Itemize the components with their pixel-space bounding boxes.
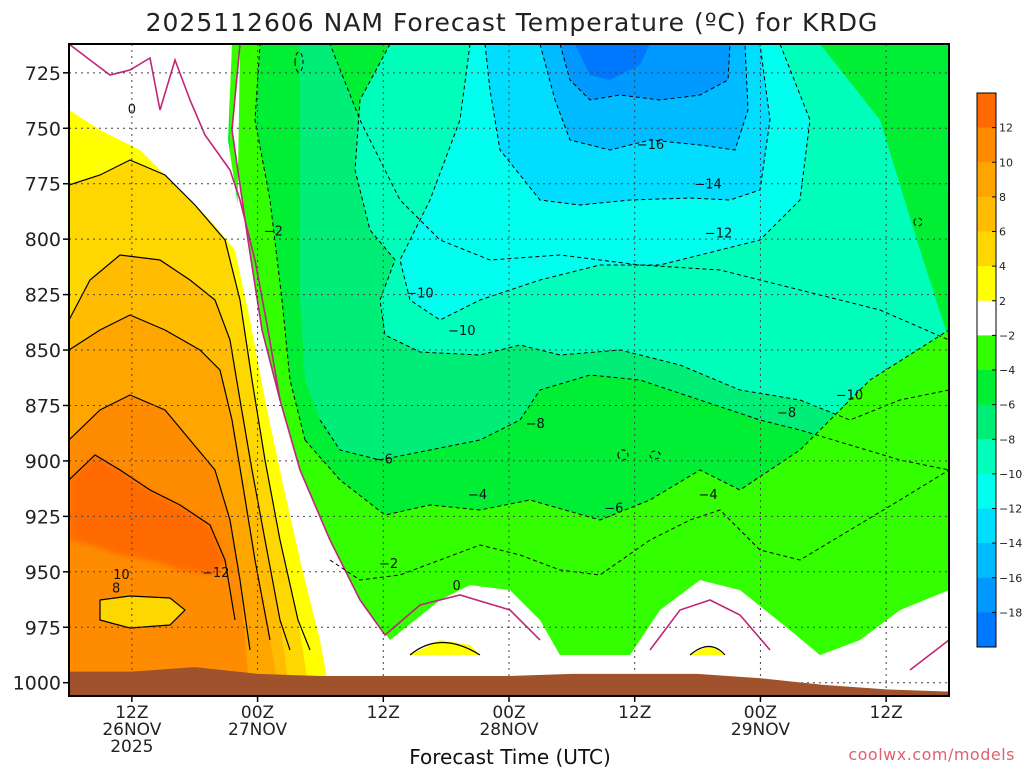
contour-label: −6 <box>374 453 393 468</box>
x-tick-label: 00Z <box>744 703 777 723</box>
colorbar-label: 2 <box>999 295 1006 308</box>
x-tick-label: 2025 <box>110 737 153 757</box>
contour-label: −12 <box>705 227 732 242</box>
y-tick-label: 825 <box>25 285 61 307</box>
colorbar-label: −12 <box>999 503 1022 516</box>
contour-label: 8 <box>112 581 120 596</box>
y-tick-label: 950 <box>25 562 61 584</box>
contour-label: −14 <box>694 178 721 193</box>
contour-label: −8 <box>526 417 545 432</box>
colorbar-swatch <box>977 370 996 406</box>
x-axis-title: Forecast Time (UTC) <box>409 745 611 768</box>
x-tick-label: 28NOV <box>479 720 538 740</box>
y-tick-label: 1000 <box>13 673 61 695</box>
contour-label: −6 <box>604 501 623 516</box>
x-tick-label: 00Z <box>492 703 525 723</box>
colorbar-swatch <box>977 93 996 129</box>
band-pos8-pocket <box>100 596 185 628</box>
x-tick-label: 12Z <box>367 703 400 723</box>
colorbar-swatch <box>977 473 996 509</box>
x-tick-label: 27NOV <box>228 720 287 740</box>
y-tick-label: 750 <box>25 118 61 140</box>
y-tick-label: 775 <box>25 174 61 196</box>
colorbar-label: −6 <box>999 399 1015 412</box>
colorbar-swatch <box>977 127 996 163</box>
colorbar-label: −18 <box>999 606 1022 619</box>
credit-link[interactable]: coolwx.com/models <box>848 745 1015 764</box>
colorbar-swatch <box>977 335 996 371</box>
colorbar-label: −16 <box>999 572 1022 585</box>
band-pos2-pocket-a <box>410 640 480 655</box>
ground-terrain <box>69 667 949 696</box>
contour-label: 0 <box>128 102 136 117</box>
contour-label: −2 <box>264 224 283 239</box>
colorbar-label: −2 <box>999 329 1015 342</box>
colorbar-swatch <box>977 404 996 440</box>
contour-label: −8 <box>777 406 796 421</box>
colorbar-label: 12 <box>999 122 1013 135</box>
y-tick-label: 875 <box>25 395 61 417</box>
x-tick-label: 12Z <box>115 703 148 723</box>
contour-label: −16 <box>637 138 664 153</box>
contour-label: −10 <box>836 388 863 403</box>
colorbar-swatch <box>977 300 996 336</box>
colorbar-label: 8 <box>999 191 1006 204</box>
warm-contours <box>69 159 726 656</box>
contour-labels: 0 −2 −16 −14 −12 −10 −10 −10 −8 −8 −6 −6 −4 −4 −2 0 −12 1… <box>112 102 863 596</box>
contour-label: −4 <box>468 488 487 503</box>
chart-title: 2025112606 NAM Forecast Temperature (ºC)… <box>146 8 879 37</box>
contour-label: −4 <box>698 488 717 503</box>
colorbar-label: −10 <box>999 468 1022 481</box>
band-neg20 <box>575 44 650 80</box>
y-tick-label: 850 <box>25 340 61 362</box>
colorbar-label: 4 <box>999 260 1006 273</box>
colorbar-label: 6 <box>999 226 1006 239</box>
y-tick-label: 975 <box>25 617 61 639</box>
contour-label: 10 <box>113 568 130 583</box>
zero-contours <box>69 44 949 671</box>
y-axis: 725 750 775 800 825 850 875 900 925 950 975 1000 <box>13 63 69 695</box>
y-tick-label: 900 <box>25 451 61 473</box>
contour-label: −10 <box>448 324 475 339</box>
grid-lines <box>69 44 949 696</box>
colorbar-swatch <box>977 508 996 544</box>
contour-label: −12 <box>202 566 229 581</box>
cold-contours <box>230 44 949 581</box>
band-green-lower <box>300 330 949 655</box>
colorbar-label: 10 <box>999 156 1013 169</box>
y-tick-label: 925 <box>25 506 61 528</box>
y-tick-label: 800 <box>25 229 61 251</box>
temperature-field <box>69 44 949 696</box>
x-tick-label: 12Z <box>870 703 903 723</box>
x-tick-label: 00Z <box>241 703 274 723</box>
colorbar-swatch <box>977 196 996 232</box>
colorbar: 12 10 8 6 4 2 −2 −4 −6 −8 −10 −12 −14 −16 −18 <box>976 92 1022 648</box>
colorbar-swatch <box>977 612 996 648</box>
contour-label: −10 <box>406 286 433 301</box>
x-tick-label: 12Z <box>618 703 651 723</box>
colorbar-label: −4 <box>999 364 1015 377</box>
colorbar-swatch <box>977 543 996 579</box>
colorbar-label: −14 <box>999 537 1022 550</box>
colorbar-swatch <box>977 439 996 475</box>
contour-label: 0 <box>452 579 460 594</box>
colorbar-swatch <box>977 577 996 613</box>
x-tick-label: 29NOV <box>731 720 790 740</box>
contour-label: −2 <box>379 557 398 572</box>
colorbar-swatch <box>977 162 996 198</box>
band-pos12 <box>69 455 225 575</box>
band-pos2-pocket-b <box>690 645 725 655</box>
colorbar-swatch <box>977 266 996 302</box>
y-tick-label: 725 <box>25 63 61 85</box>
colorbar-label: −8 <box>999 433 1015 446</box>
x-tick-label: 26NOV <box>102 720 161 740</box>
colorbar-swatch <box>977 231 996 267</box>
